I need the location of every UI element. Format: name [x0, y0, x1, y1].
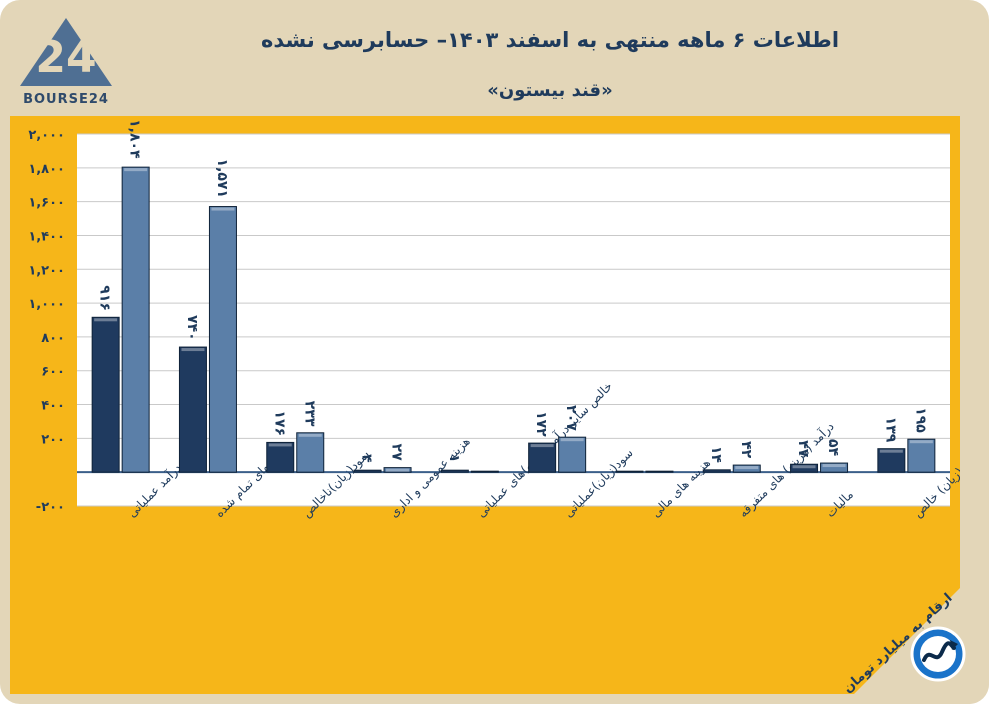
bar	[91, 316, 120, 473]
data-label: ۱,۵۷۱	[214, 159, 230, 199]
data-label: ۱۷۶	[271, 410, 287, 436]
data-label: ۱	[446, 454, 462, 463]
bar-highlight	[560, 438, 584, 442]
data-label: ۱۷۲	[533, 411, 549, 437]
data-label: ۱,۸۰۴	[127, 119, 143, 159]
bar	[470, 470, 499, 473]
bar	[732, 464, 761, 473]
bar	[383, 467, 412, 473]
y-tick-label: ۸۰۰	[41, 331, 65, 346]
bar-highlight	[386, 468, 410, 472]
data-label: ۵۴	[825, 439, 841, 457]
logo-mark: 24	[35, 32, 96, 83]
bar	[440, 469, 469, 473]
y-tick-label: ۱,۶۰۰	[28, 196, 65, 211]
bar	[907, 438, 936, 473]
bar-highlight	[298, 433, 322, 437]
bar-highlight	[181, 348, 205, 352]
data-label: ۷۴۰	[184, 315, 200, 341]
data-label: ۲۰۷	[563, 405, 579, 431]
y-tick-label: ۲۰۰	[41, 432, 65, 447]
y-tick-label: ۴۰۰	[41, 399, 65, 414]
bar-highlight	[530, 444, 554, 448]
chart-title: اطلاعات ۶ ماهه منتهی به اسفند ۱۴۰۳– حساب…	[260, 28, 840, 52]
bar-highlight	[211, 207, 235, 211]
y-tick-label: ۱,۲۰۰	[28, 263, 65, 278]
data-label: ۲۷	[389, 444, 405, 462]
logo-text: BOURSE24	[23, 92, 109, 107]
data-label: ۲۳۳	[301, 401, 317, 427]
plot-area	[77, 134, 950, 506]
logo-triangle-icon: 24	[20, 18, 112, 86]
bourse24-logo: 24 BOURSE24	[14, 14, 118, 110]
y-tick-label: -۲۰۰	[36, 500, 65, 515]
bar	[790, 463, 819, 473]
bar-highlight	[792, 465, 816, 469]
bar	[353, 469, 382, 473]
bar	[296, 432, 325, 473]
bar	[528, 442, 557, 473]
bar-highlight	[268, 443, 292, 447]
bar-highlight	[94, 318, 118, 322]
y-tick-label: ۱,۸۰۰	[28, 162, 65, 177]
data-label: ۹۱۶	[97, 285, 113, 311]
y-tick-label: ۶۰۰	[41, 365, 65, 380]
bar	[558, 436, 587, 473]
bar	[702, 469, 731, 473]
bar	[820, 462, 849, 473]
bar-highlight	[124, 168, 148, 172]
chart-subtitle: «قند بیستون»	[487, 80, 613, 101]
bar	[877, 448, 906, 473]
bar-highlight	[879, 449, 903, 453]
bar	[645, 470, 674, 473]
data-label: ۴	[359, 454, 375, 463]
chart-panel: -۲۰۰ ۲۰۰ ۴۰۰ ۶۰۰ ۸۰۰ ۱,۰۰۰ ۱,۲۰۰ ۱,۴۰۰ ۱,۶۰۰ ۱,۸۰…	[10, 116, 960, 694]
y-tick-label: ۱,۰۰۰	[28, 297, 65, 312]
bar-highlight	[735, 466, 759, 470]
bar-chart: -۲۰۰ ۲۰۰ ۴۰۰ ۶۰۰ ۸۰۰ ۱,۰۰۰ ۱,۲۰۰ ۱,۴۰۰ ۱,۶۰۰ ۱,۸۰…	[28, 119, 960, 521]
trend-badge-icon	[910, 626, 966, 682]
bar-highlight	[909, 440, 933, 444]
bar	[208, 206, 237, 473]
data-label: ۱۹۵	[912, 407, 928, 433]
data-label: ۱۳۹	[882, 417, 898, 443]
bar	[266, 441, 295, 473]
bar	[615, 470, 644, 473]
data-label: ۴۲	[738, 441, 754, 459]
bar	[121, 166, 150, 473]
data-label: ۴۷	[795, 440, 811, 458]
y-tick-label: ۲,۰۰۰	[28, 128, 65, 143]
bar	[178, 346, 207, 473]
y-tick-label: ۱,۴۰۰	[28, 229, 65, 244]
data-label: ۱۴	[708, 446, 724, 464]
bar-highlight	[822, 464, 846, 468]
